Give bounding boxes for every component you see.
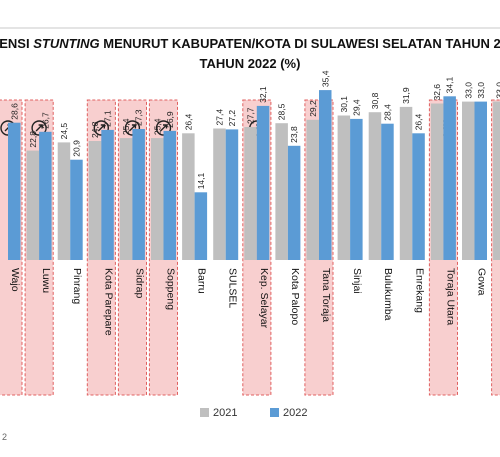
bar-2022 xyxy=(225,129,239,260)
category-label: Kep. Selayar xyxy=(258,268,270,329)
category-label: Wajo xyxy=(9,268,21,292)
bar-2022 xyxy=(8,122,21,260)
category-label: Enrekang xyxy=(413,268,425,313)
value-label-2021: 33,0 xyxy=(463,82,473,99)
value-label-2022: 27,2 xyxy=(227,110,237,127)
bar-2021 xyxy=(399,106,413,261)
value-label-2021: 27,7 xyxy=(246,107,256,124)
trend-up-arrow xyxy=(160,124,168,132)
bar-2022 xyxy=(319,90,332,260)
legend-label: 2022 xyxy=(283,407,307,419)
value-label-2021: 27,4 xyxy=(215,109,225,126)
value-label-2022: 20,9 xyxy=(72,140,82,157)
bar-2022 xyxy=(350,118,363,261)
value-label-2021: 28,5 xyxy=(277,103,287,120)
value-label-2022: 14,1 xyxy=(196,172,206,189)
bar-2021 xyxy=(430,103,444,260)
value-label-2022: 28,4 xyxy=(383,104,393,121)
category-label: Kota Parepare xyxy=(102,268,114,336)
bar-2022 xyxy=(39,131,52,260)
bar-2021 xyxy=(275,123,288,260)
bar-2021 xyxy=(306,119,319,260)
value-label-2021: 30,8 xyxy=(370,92,380,109)
bar-2021 xyxy=(213,128,226,260)
trend-up-arrow xyxy=(128,124,137,132)
chart-subtitle: TAHUN 2022 (%) xyxy=(200,56,301,71)
category-label: Gowa xyxy=(476,268,488,296)
category-label: Luwu xyxy=(40,268,52,293)
value-label-2022: 27,3 xyxy=(134,109,144,126)
value-label-2022: 26,7 xyxy=(40,112,50,129)
value-label-2022: 28,6 xyxy=(9,103,19,120)
value-label-2021: 25,4 xyxy=(121,118,131,135)
value-label-2021: 30,1 xyxy=(339,96,349,113)
value-label-2022: 35,4 xyxy=(320,70,330,87)
trend-up-arrow xyxy=(97,124,105,132)
trend-up-arrow xyxy=(35,124,43,132)
value-label-2021: 26,4 xyxy=(183,113,193,130)
bar-2022 xyxy=(101,129,114,260)
category-label: Bulukumba xyxy=(382,268,394,321)
category-label: Pinrang xyxy=(71,268,83,304)
value-label-2021: 24,5 xyxy=(59,123,69,140)
bar-2021 xyxy=(337,115,351,260)
category-label: Toraja Utara xyxy=(444,268,456,325)
category-label: SULSEL xyxy=(227,268,239,308)
bar-2022 xyxy=(287,145,301,260)
value-label-2021: 25,4 xyxy=(152,118,162,135)
chart-title: ENSI STUNTING MENURUT KABUPATEN/KOTA DI … xyxy=(0,36,500,51)
legend-swatch xyxy=(200,408,209,417)
bar-2021 xyxy=(244,127,257,260)
plot-area: 28,6Wajo22,826,7Luwu24,520,9Pinrang24,82… xyxy=(0,70,500,396)
value-label-2021: 24,8 xyxy=(90,121,100,138)
bar-2021 xyxy=(462,101,475,260)
bar-2022 xyxy=(474,101,487,260)
category-label: Tana Toraja xyxy=(320,268,332,322)
footnote: 2 xyxy=(2,432,7,442)
value-label-2022: 34,1 xyxy=(445,76,455,93)
bar-2021 xyxy=(119,138,133,260)
bar-2021 xyxy=(493,101,500,260)
bar-2021 xyxy=(88,141,102,260)
value-label-2021: 33,0 xyxy=(494,82,500,99)
bar-2022 xyxy=(381,123,394,260)
bar-2022 xyxy=(194,192,208,260)
value-label-2021: 29,2 xyxy=(308,100,318,117)
value-label-2022: 26,9 xyxy=(165,111,175,128)
bar-2021 xyxy=(151,138,164,260)
bar-2022 xyxy=(256,105,270,261)
bar-2022 xyxy=(70,159,83,260)
value-label-2022: 33,0 xyxy=(476,82,486,99)
value-label-2021: 32,6 xyxy=(432,84,442,101)
value-label-2021: 22,8 xyxy=(28,131,38,148)
value-label-2022: 29,4 xyxy=(351,99,361,116)
bar-2021 xyxy=(26,150,40,260)
category-label: Soppeng xyxy=(165,268,177,310)
legend-swatch xyxy=(270,408,279,417)
category-label: Sinjai xyxy=(351,268,363,294)
value-label-2022: 27,1 xyxy=(103,110,113,127)
legend-label: 2021 xyxy=(213,407,237,419)
category-label: Barru xyxy=(196,268,208,294)
value-label-2022: 23,8 xyxy=(289,126,299,143)
bar-2022 xyxy=(163,130,176,260)
value-label-2022: 26,4 xyxy=(414,113,424,130)
value-label-2021: 31,9 xyxy=(401,87,411,104)
value-label-2022: 32,1 xyxy=(258,86,268,103)
bar-2021 xyxy=(368,112,382,260)
bar-2022 xyxy=(132,129,145,260)
bar-2022 xyxy=(443,96,456,260)
bar-2022 xyxy=(412,133,425,260)
category-label: Sidrap xyxy=(133,268,145,299)
bar-2021 xyxy=(182,133,195,260)
bar-2021 xyxy=(57,142,71,260)
legend: 2021 2022 xyxy=(200,407,307,419)
category-label: Kota Palopo xyxy=(289,268,301,325)
